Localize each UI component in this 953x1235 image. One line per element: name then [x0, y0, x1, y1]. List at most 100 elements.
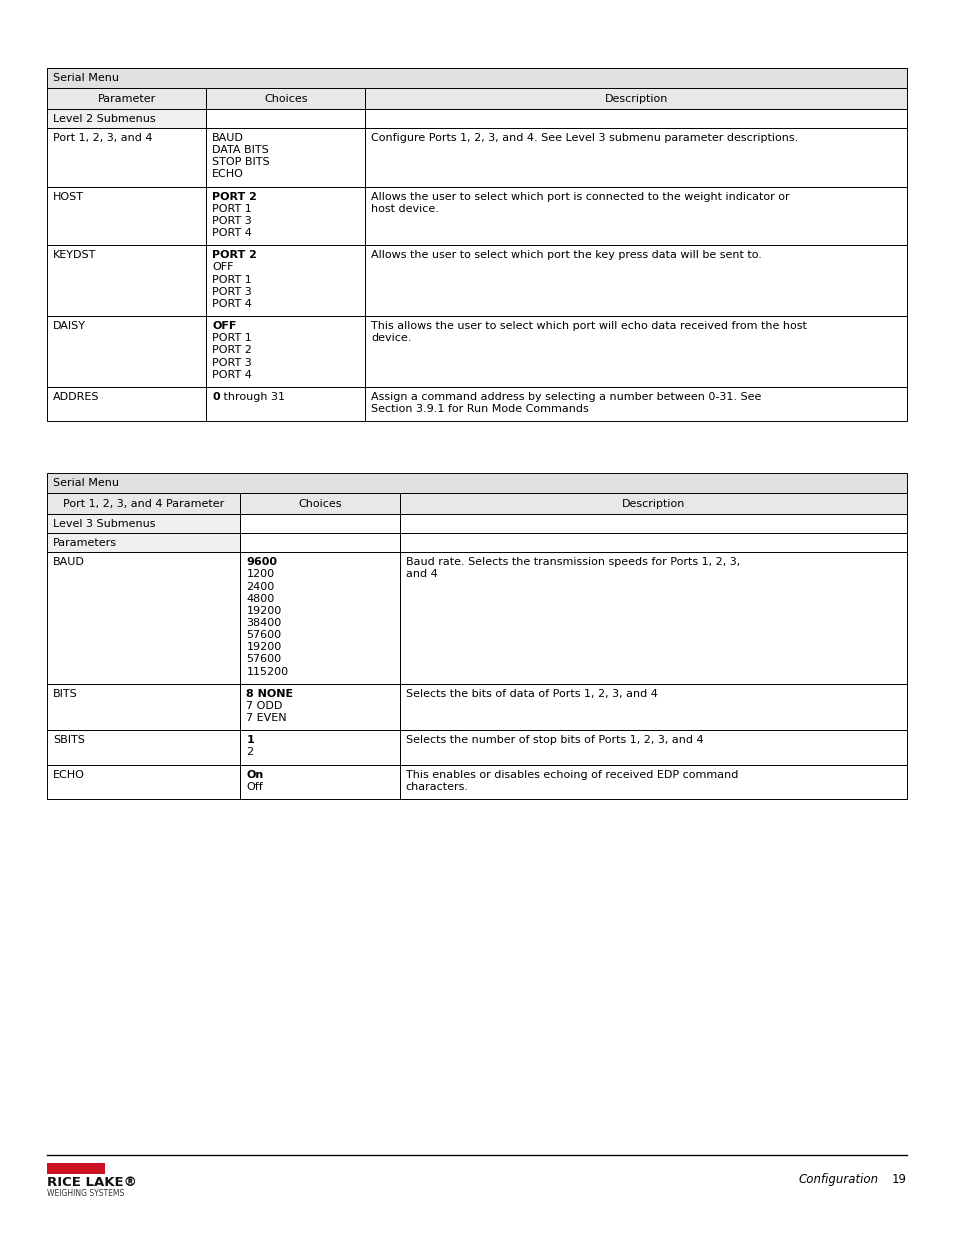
Bar: [240, 552, 399, 684]
Text: host device.: host device.: [371, 204, 438, 214]
Bar: [399, 552, 906, 684]
Text: 19200: 19200: [246, 606, 281, 616]
Text: Description: Description: [604, 94, 667, 104]
Text: Section 3.9.1 for Run Mode Commands: Section 3.9.1 for Run Mode Commands: [371, 404, 588, 414]
Text: PORT 3: PORT 3: [212, 358, 252, 368]
Text: 7 ODD: 7 ODD: [246, 701, 283, 711]
Bar: [365, 88, 906, 109]
Bar: [399, 534, 906, 552]
Text: Serial Menu: Serial Menu: [53, 478, 119, 488]
Text: PORT 2: PORT 2: [212, 251, 256, 261]
Bar: [240, 684, 399, 730]
Text: BAUD: BAUD: [53, 557, 85, 567]
Bar: [365, 387, 906, 421]
Bar: [47, 128, 206, 186]
Bar: [365, 316, 906, 387]
Text: KEYDST: KEYDST: [53, 251, 96, 261]
Bar: [365, 246, 906, 316]
Bar: [206, 109, 365, 128]
Text: 2400: 2400: [246, 582, 274, 592]
Bar: [206, 186, 365, 246]
Text: DAISY: DAISY: [53, 321, 86, 331]
Text: Port 1, 2, 3, and 4: Port 1, 2, 3, and 4: [53, 133, 152, 143]
Text: 2: 2: [246, 747, 253, 757]
Bar: [399, 730, 906, 764]
Text: 9600: 9600: [246, 557, 277, 567]
Text: PORT 4: PORT 4: [212, 369, 252, 379]
Text: 57600: 57600: [246, 630, 281, 640]
Text: PORT 1: PORT 1: [212, 274, 252, 284]
Bar: [365, 109, 906, 128]
Text: 8 NONE: 8 NONE: [246, 689, 294, 699]
Text: Off: Off: [246, 782, 263, 792]
Text: Assign a command address by selecting a number between 0-31. See: Assign a command address by selecting a …: [371, 391, 760, 401]
Text: Choices: Choices: [264, 94, 307, 104]
Text: 4800: 4800: [246, 594, 274, 604]
Text: Serial Menu: Serial Menu: [53, 73, 119, 83]
Text: Level 2 Submenus: Level 2 Submenus: [53, 114, 155, 124]
Bar: [47, 186, 206, 246]
Text: STOP BITS: STOP BITS: [212, 157, 270, 167]
Bar: [47, 552, 240, 684]
Text: 0: 0: [212, 391, 219, 401]
Text: ECHO: ECHO: [53, 769, 85, 779]
Bar: [240, 493, 399, 514]
Text: PORT 2: PORT 2: [212, 191, 256, 201]
Bar: [206, 246, 365, 316]
Bar: [47, 730, 240, 764]
Text: PORT 3: PORT 3: [212, 216, 252, 226]
Text: ADDRES: ADDRES: [53, 391, 99, 401]
Bar: [206, 387, 365, 421]
Text: PORT 3: PORT 3: [212, 287, 252, 296]
Text: DATA BITS: DATA BITS: [212, 146, 269, 156]
Bar: [240, 730, 399, 764]
Bar: [47, 246, 206, 316]
Text: Choices: Choices: [298, 499, 341, 509]
Bar: [240, 534, 399, 552]
Bar: [47, 387, 206, 421]
Text: OFF: OFF: [212, 263, 233, 273]
Text: PORT 4: PORT 4: [212, 228, 252, 238]
Bar: [206, 88, 365, 109]
Text: On: On: [246, 769, 263, 779]
Bar: [399, 493, 906, 514]
Text: This enables or disables echoing of received EDP command: This enables or disables echoing of rece…: [405, 769, 738, 779]
Text: WEIGHING SYSTEMS: WEIGHING SYSTEMS: [47, 1189, 124, 1198]
Text: and 4: and 4: [405, 569, 436, 579]
Text: OFF: OFF: [212, 321, 236, 331]
Text: Baud rate. Selects the transmission speeds for Ports 1, 2, 3,: Baud rate. Selects the transmission spee…: [405, 557, 740, 567]
Text: 1: 1: [246, 735, 254, 745]
Text: PORT 2: PORT 2: [212, 346, 252, 356]
Bar: [206, 128, 365, 186]
Text: PORT 4: PORT 4: [212, 299, 252, 309]
Text: Parameter: Parameter: [97, 94, 155, 104]
Bar: [47, 684, 240, 730]
Text: 1200: 1200: [246, 569, 274, 579]
Text: Configuration: Configuration: [798, 1173, 878, 1186]
Bar: [365, 186, 906, 246]
Text: BAUD: BAUD: [212, 133, 244, 143]
Text: BITS: BITS: [53, 689, 77, 699]
Text: Allows the user to select which port the key press data will be sent to.: Allows the user to select which port the…: [371, 251, 761, 261]
Text: 19200: 19200: [246, 642, 281, 652]
Bar: [240, 764, 399, 799]
Bar: [47, 473, 906, 493]
Bar: [47, 1163, 105, 1174]
Bar: [47, 68, 906, 88]
Text: This allows the user to select which port will echo data received from the host: This allows the user to select which por…: [371, 321, 806, 331]
Bar: [47, 109, 206, 128]
Bar: [206, 316, 365, 387]
Bar: [47, 88, 206, 109]
Text: PORT 1: PORT 1: [212, 204, 252, 214]
Text: HOST: HOST: [53, 191, 84, 201]
Text: Parameters: Parameters: [53, 538, 117, 548]
Bar: [399, 764, 906, 799]
Bar: [47, 316, 206, 387]
Bar: [399, 684, 906, 730]
Bar: [47, 493, 240, 514]
Text: Description: Description: [621, 499, 684, 509]
Bar: [47, 764, 240, 799]
Text: Configure Ports 1, 2, 3, and 4. See Level 3 submenu parameter descriptions.: Configure Ports 1, 2, 3, and 4. See Leve…: [371, 133, 798, 143]
Text: Level 3 Submenus: Level 3 Submenus: [53, 519, 155, 530]
Bar: [399, 514, 906, 534]
